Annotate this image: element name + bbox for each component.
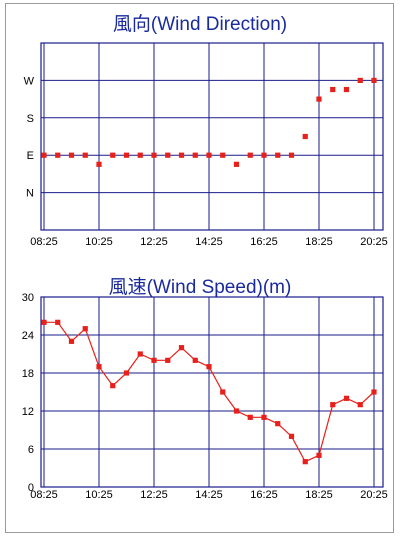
dir-x-tick-label: 14:25 [195, 236, 223, 248]
spd-data-point [96, 364, 102, 370]
spd-data-point [82, 326, 88, 332]
wind-speed-title: 風速(Wind Speed)(m) [108, 277, 292, 298]
spd-y-tick-label: 6 [28, 444, 34, 456]
dir-data-point [247, 152, 253, 158]
dir-plot-area [40, 42, 384, 231]
dir-data-point [110, 152, 116, 158]
spd-x-tick-label: 16:25 [250, 489, 278, 501]
spd-x-tick-label: 10:25 [85, 489, 113, 501]
spd-data-point [110, 383, 116, 389]
spd-data-point [357, 402, 363, 408]
dir-data-point [275, 152, 281, 158]
spd-data-point [192, 357, 198, 363]
spd-data-point [371, 389, 377, 395]
dir-data-point [288, 152, 295, 158]
dir-data-point [261, 152, 267, 158]
spd-data-point [302, 459, 308, 465]
spd-data-point [233, 408, 240, 414]
spd-plot-area [40, 296, 384, 488]
dir-data-point [357, 77, 363, 83]
spd-data-point [123, 370, 130, 376]
spd-data-point [178, 345, 185, 351]
spd-x-tick-label: 14:25 [195, 489, 223, 501]
spd-data-point [330, 402, 336, 408]
spd-data-point [55, 319, 61, 325]
spd-data-point [288, 433, 295, 439]
spd-data-point [275, 421, 281, 427]
dir-data-point [68, 152, 75, 158]
dir-y-tick-label: S [27, 113, 34, 125]
spd-data-point [41, 319, 47, 325]
spd-y-tick-label: 30 [22, 292, 34, 304]
spd-x-tick-label: 08:25 [30, 489, 58, 501]
dir-y-tick-label: W [24, 75, 35, 87]
dir-data-point [220, 152, 226, 158]
spd-data-point [165, 357, 171, 363]
dir-x-tick-label: 16:25 [250, 236, 278, 248]
dir-x-tick-label: 08:25 [30, 236, 58, 248]
spd-data-point [137, 351, 143, 357]
spd-y-tick-label: 18 [22, 368, 34, 380]
spd-data-point [343, 395, 350, 401]
dir-data-point [151, 152, 157, 158]
dir-data-point [206, 152, 212, 158]
spd-data-point [247, 414, 253, 420]
dir-data-point [192, 152, 198, 158]
dir-data-point [302, 133, 308, 140]
spd-y-tick-label: 12 [22, 406, 34, 418]
dir-data-point [178, 152, 185, 158]
dir-data-point [96, 161, 102, 167]
spd-x-tick-label: 20:25 [360, 489, 388, 501]
spd-data-point [220, 389, 226, 395]
spd-y-tick-label: 0 [28, 482, 34, 494]
spd-data-point [261, 414, 267, 420]
dir-data-point [330, 86, 336, 93]
dir-x-tick-label: 12:25 [140, 236, 168, 248]
dir-x-tick-label: 18:25 [305, 236, 333, 248]
dir-data-point [165, 152, 171, 158]
spd-x-tick-label: 12:25 [140, 489, 168, 501]
dir-data-point [343, 86, 350, 93]
dir-data-point [123, 152, 130, 158]
dir-data-point [371, 77, 377, 83]
dir-data-point [55, 152, 61, 158]
spd-y-tick-label: 24 [22, 330, 34, 342]
dir-data-point [41, 152, 47, 158]
dir-x-tick-label: 20:25 [360, 236, 388, 248]
wind-direction-title: 風向(Wind Direction) [112, 14, 288, 35]
spd-data-point [206, 364, 212, 370]
dir-x-tick-label: 10:25 [85, 236, 113, 248]
dir-y-tick-label: N [26, 188, 34, 200]
spd-data-point [151, 357, 157, 363]
dir-y-tick-label: E [27, 150, 34, 162]
dir-data-point [233, 161, 240, 167]
spd-data-point [316, 452, 322, 458]
dir-data-point [82, 152, 88, 158]
dir-data-point [137, 152, 143, 158]
panel-frame [5, 3, 394, 533]
spd-data-point [68, 338, 75, 344]
dir-data-point [316, 96, 322, 102]
spd-x-tick-label: 18:25 [305, 489, 333, 501]
